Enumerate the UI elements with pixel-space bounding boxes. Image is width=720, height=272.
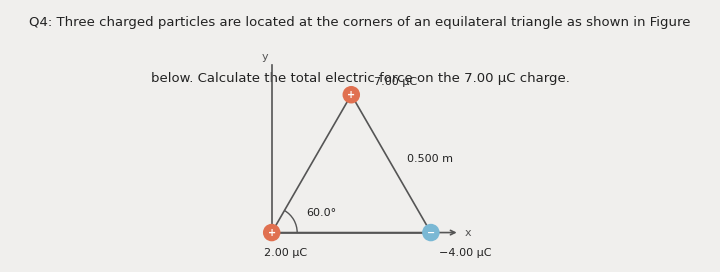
Circle shape [343, 86, 360, 103]
Circle shape [422, 224, 440, 241]
Text: below. Calculate the total electric force on the 7.00 μC charge.: below. Calculate the total electric forc… [150, 72, 570, 85]
Text: x: x [464, 228, 471, 237]
Text: 60.0°: 60.0° [307, 208, 337, 218]
Text: −: − [427, 228, 435, 237]
Circle shape [263, 224, 281, 241]
Text: 7.00 μC: 7.00 μC [374, 77, 417, 87]
Text: 0.500 m: 0.500 m [407, 154, 453, 164]
Text: −4.00 μC: −4.00 μC [438, 248, 491, 258]
Text: y: y [262, 52, 269, 62]
Text: +: + [268, 228, 276, 237]
Text: +: + [347, 90, 356, 100]
Text: Q4: Three charged particles are located at the corners of an equilateral triangl: Q4: Three charged particles are located … [30, 16, 690, 29]
Text: 2.00 μC: 2.00 μC [264, 248, 307, 258]
